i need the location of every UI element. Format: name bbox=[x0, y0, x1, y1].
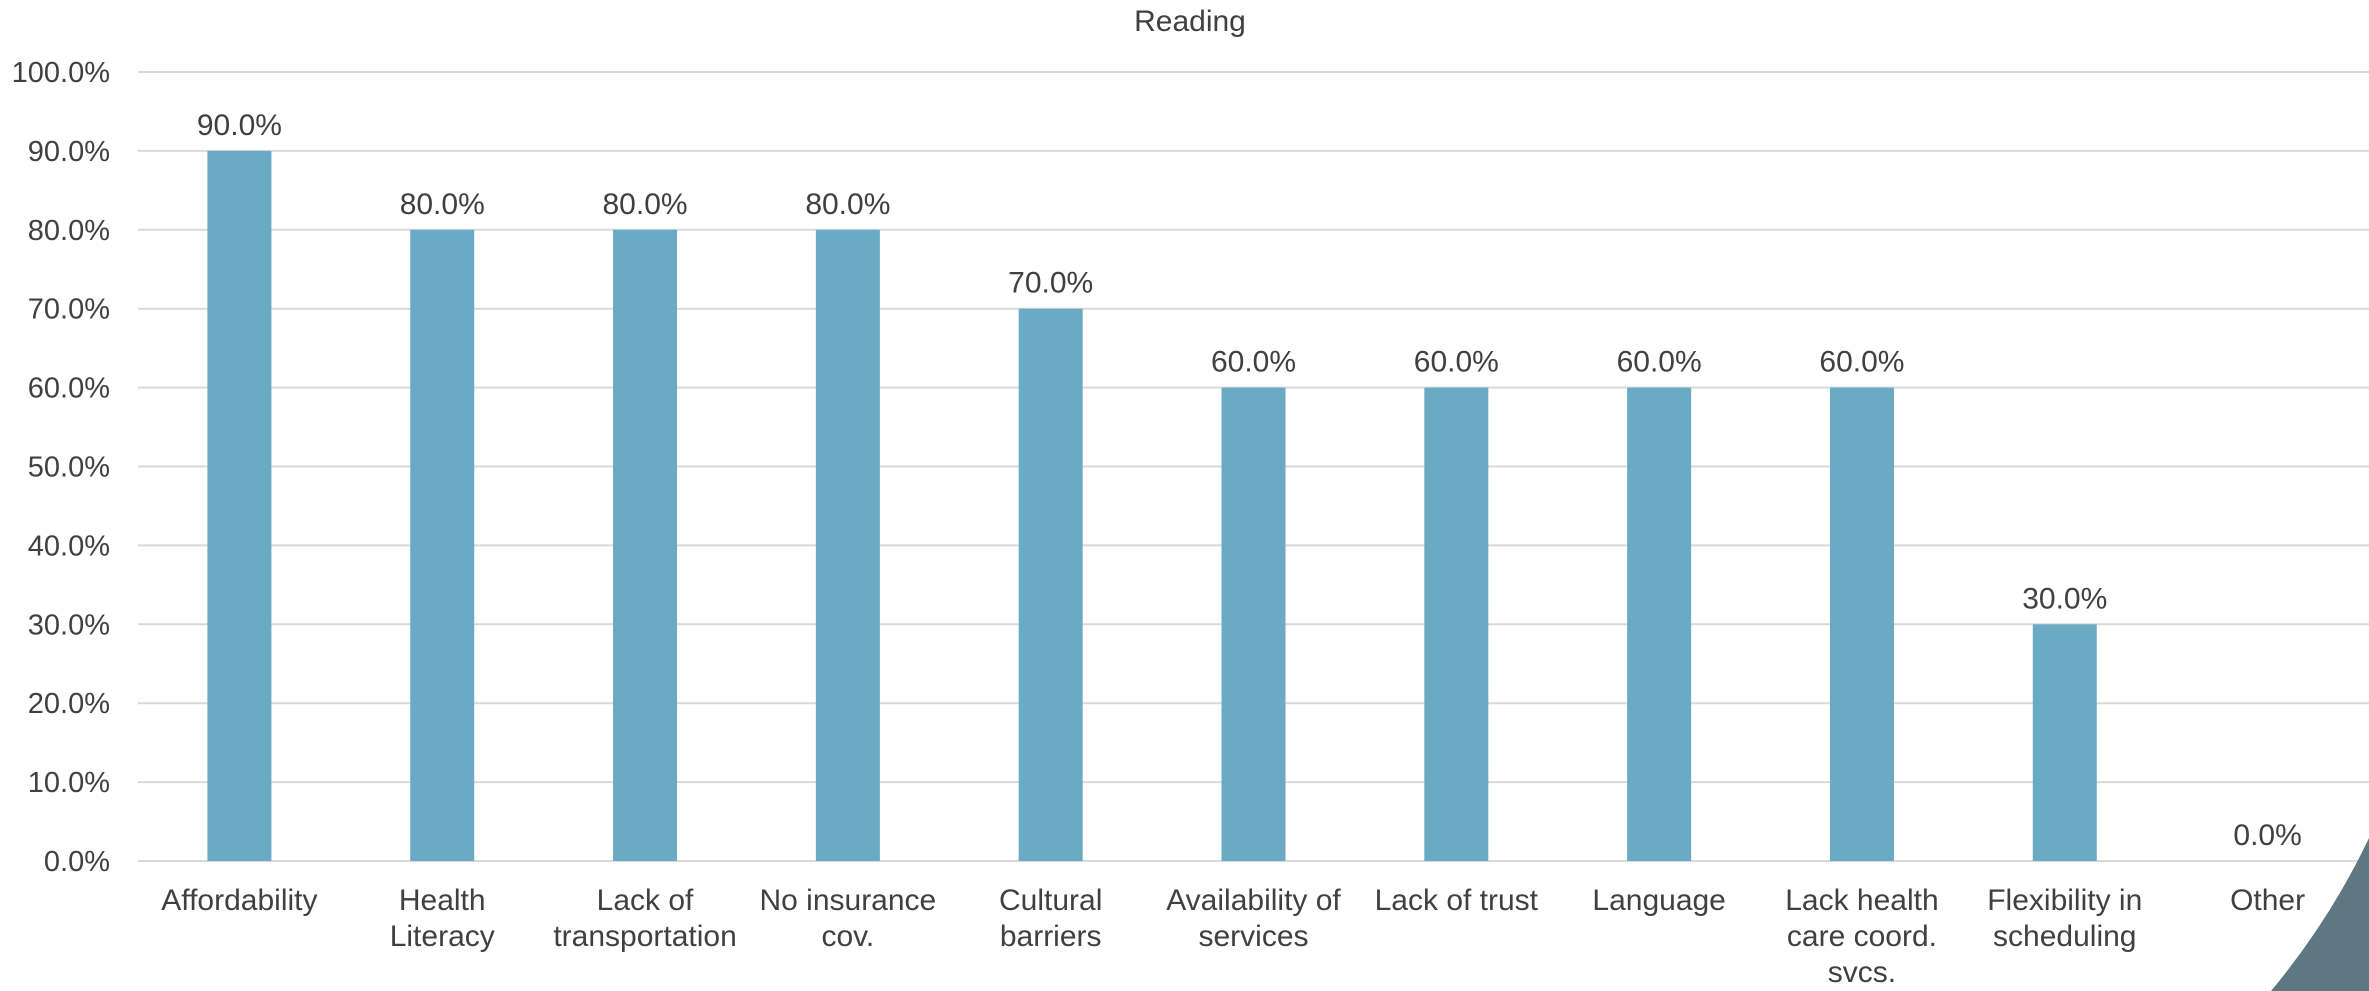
bar bbox=[1221, 387, 1286, 861]
y-axis-ticks: 0.0% 10.0% 20.0% 30.0% 40.0% 50.0% 60.0% 70.0% 8… bbox=[12, 57, 110, 878]
y-tick-label: 90.0% bbox=[28, 136, 110, 168]
data-label: 70.0% bbox=[1008, 267, 1093, 300]
chart-title: Reading bbox=[1134, 5, 1246, 38]
data-label: 60.0% bbox=[1819, 346, 1904, 379]
data-label: 60.0% bbox=[1414, 346, 1499, 379]
y-tick-label: 50.0% bbox=[28, 452, 110, 484]
bars bbox=[207, 150, 2097, 862]
data-label: 90.0% bbox=[197, 109, 282, 142]
y-tick-label: 20.0% bbox=[28, 688, 110, 720]
category-label: Lack of trust bbox=[1375, 884, 1539, 917]
bar bbox=[613, 229, 678, 862]
category-labels: Affordability Health Literacy Lack of transp… bbox=[161, 884, 2305, 989]
category-label: Lack health care coord. svcs. bbox=[1785, 884, 1938, 989]
data-label: 60.0% bbox=[1211, 346, 1296, 379]
corner-decoration bbox=[2271, 838, 2369, 991]
bar bbox=[1018, 308, 1083, 861]
category-label: Language bbox=[1592, 884, 1725, 917]
bar bbox=[1424, 387, 1489, 861]
y-tick-label: 80.0% bbox=[28, 215, 110, 247]
data-label: 80.0% bbox=[400, 188, 485, 221]
category-label: Lack of transportation bbox=[553, 884, 736, 953]
category-label: No insurance cov. bbox=[759, 884, 936, 953]
data-label: 80.0% bbox=[603, 188, 688, 221]
y-tick-label: 40.0% bbox=[28, 530, 110, 562]
bar bbox=[2032, 624, 2097, 861]
category-label: Affordability bbox=[161, 884, 317, 917]
y-tick-label: 30.0% bbox=[28, 609, 110, 641]
category-label: Cultural barriers bbox=[999, 884, 1102, 953]
bar bbox=[1627, 387, 1692, 861]
bar bbox=[815, 229, 880, 862]
data-label: 0.0% bbox=[2233, 819, 2301, 852]
y-tick-label: 60.0% bbox=[28, 373, 110, 405]
data-labels: 90.0% 80.0% 80.0% 80.0% 70.0% 60.0% 60.0% 60.0%… bbox=[197, 109, 2302, 852]
data-label: 60.0% bbox=[1617, 346, 1702, 379]
bar bbox=[410, 229, 475, 862]
category-label: Health Literacy bbox=[390, 884, 495, 953]
data-label: 30.0% bbox=[2022, 582, 2107, 615]
bar bbox=[207, 150, 272, 861]
y-tick-label: 10.0% bbox=[28, 767, 110, 799]
y-tick-label: 100.0% bbox=[12, 57, 110, 89]
bar bbox=[1829, 387, 1894, 861]
category-label: Flexibility in scheduling bbox=[1987, 884, 2142, 953]
y-tick-label: 70.0% bbox=[28, 294, 110, 326]
category-label: Other bbox=[2230, 884, 2305, 917]
data-label: 80.0% bbox=[805, 188, 890, 221]
y-tick-label: 0.0% bbox=[44, 846, 110, 878]
category-label: Availability of services bbox=[1166, 884, 1341, 953]
